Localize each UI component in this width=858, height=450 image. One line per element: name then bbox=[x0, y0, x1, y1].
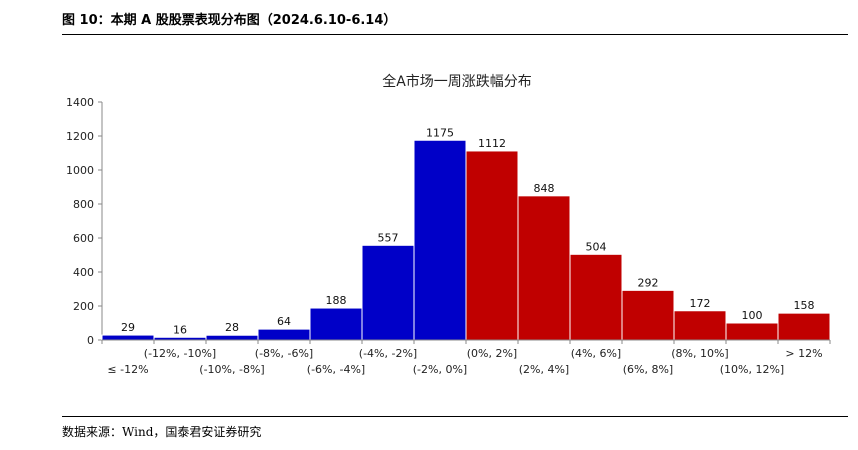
bar bbox=[413, 139, 467, 341]
bars bbox=[101, 139, 831, 341]
y-axis: 0 200 400 600 800 1000 1200 1400 bbox=[66, 96, 103, 347]
x-tick-label: (-2%, 0%] bbox=[413, 363, 467, 376]
x-tick-label: (4%, 6%] bbox=[571, 347, 621, 360]
figure-header: 图 10：本期 A 股股票表现分布图（2024.6.10-6.14） bbox=[62, 8, 848, 35]
x-tick-label: (-6%, -4%] bbox=[307, 363, 365, 376]
y-tick-label: 1200 bbox=[66, 130, 94, 143]
bar bbox=[777, 312, 831, 341]
x-tick-label: (-10%, -8%] bbox=[199, 363, 264, 376]
figure-title: 图 10：本期 A 股股票表现分布图（2024.6.10-6.14） bbox=[62, 13, 397, 28]
bar-value-label: 100 bbox=[742, 309, 763, 322]
bar-value-label: 848 bbox=[534, 182, 555, 195]
bar-value-label: 16 bbox=[173, 323, 187, 336]
bar-value-label: 1112 bbox=[478, 137, 506, 150]
bar-value-label: 158 bbox=[794, 299, 815, 312]
x-tick-label: > 12% bbox=[785, 347, 822, 360]
bar-value-label: 64 bbox=[277, 315, 291, 328]
bar bbox=[309, 307, 363, 341]
bar bbox=[101, 334, 155, 341]
x-tick-label: ≤ -12% bbox=[107, 363, 148, 376]
y-tick-label: 800 bbox=[73, 198, 94, 211]
bar bbox=[673, 310, 727, 341]
bar-value-label: 504 bbox=[586, 240, 607, 253]
x-tick-label: (2%, 4%] bbox=[519, 363, 569, 376]
bar bbox=[725, 322, 779, 341]
y-tick-label: 1400 bbox=[66, 96, 94, 109]
bar bbox=[621, 289, 675, 341]
distribution-bar-chart: 全A市场一周涨跌幅分布 0 200 400 600 800 1000 1200 1400 29… bbox=[66, 73, 831, 376]
x-tick-label: (6%, 8%] bbox=[623, 363, 673, 376]
x-tick-label: (8%, 10%] bbox=[671, 347, 728, 360]
bar-value-label: 292 bbox=[638, 276, 659, 289]
bar bbox=[205, 334, 259, 341]
y-tick-label: 200 bbox=[73, 300, 94, 313]
figure-footer: 数据来源：Wind，国泰君安证券研究 bbox=[62, 416, 848, 439]
y-tick-label: 0 bbox=[87, 334, 94, 347]
bar-value-label: 28 bbox=[225, 321, 239, 334]
bar-value-label: 188 bbox=[326, 294, 347, 307]
x-tick-label: (0%, 2%] bbox=[467, 347, 517, 360]
x-tick-label: (-12%, -10%] bbox=[144, 347, 216, 360]
bar-value-labels: 29 16 28 64 188 557 1175 1112 848 504 292 172 100 158 bbox=[121, 126, 815, 336]
x-tick-label: (-4%, -2%] bbox=[359, 347, 417, 360]
bar-value-label: 1175 bbox=[426, 126, 454, 139]
y-tick-label: 400 bbox=[73, 266, 94, 279]
bar-value-label: 557 bbox=[378, 231, 399, 244]
bar-value-label: 172 bbox=[690, 297, 711, 310]
bar bbox=[257, 328, 311, 341]
chart-title: 全A市场一周涨跌幅分布 bbox=[382, 73, 532, 90]
y-tick-label: 1000 bbox=[66, 164, 94, 177]
x-tick-label: (-8%, -6%] bbox=[255, 347, 313, 360]
bar bbox=[569, 253, 623, 341]
bar bbox=[517, 195, 571, 341]
x-axis: ≤ -12% (-12%, -10%] (-10%, -8%] (-8%, -6%] (… bbox=[101, 339, 831, 376]
source-note: 数据来源：Wind，国泰君安证券研究 bbox=[62, 425, 262, 439]
y-tick-label: 600 bbox=[73, 232, 94, 245]
bar-value-label: 29 bbox=[121, 321, 135, 334]
bar bbox=[361, 244, 415, 341]
x-tick-label: (10%, 12%] bbox=[720, 363, 784, 376]
bar bbox=[465, 150, 519, 341]
